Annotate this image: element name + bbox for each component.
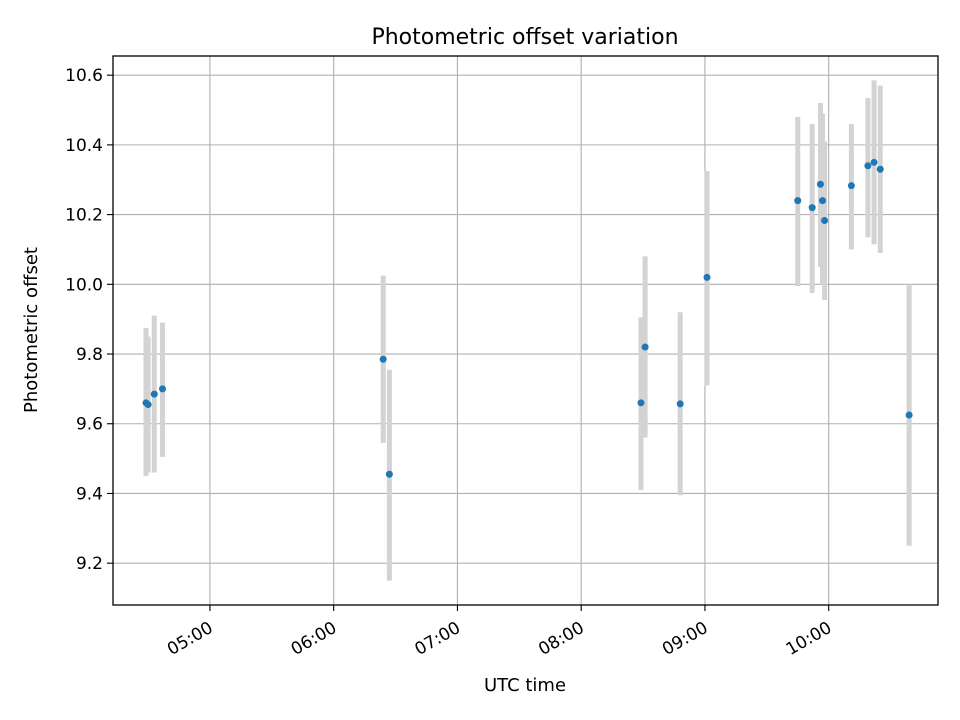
data-point (864, 162, 872, 170)
data-point (159, 385, 166, 393)
data-point (703, 273, 711, 281)
chart-title: Photometric offset variation (371, 25, 678, 50)
data-point (637, 399, 645, 407)
data-point (641, 343, 649, 351)
y-tick-label: 9.4 (76, 484, 103, 504)
plot-area-background (113, 56, 938, 605)
y-tick-label: 10.6 (65, 66, 103, 86)
data-point (385, 470, 393, 478)
data-point (905, 411, 913, 419)
data-point (847, 182, 855, 190)
data-point (379, 355, 387, 363)
y-axis-label: Photometric offset (21, 247, 42, 413)
data-point (819, 197, 826, 205)
data-point (808, 204, 816, 212)
y-axis-ticks: 9.2 9.4 9.6 9.8 10.0 10.2 10.4 10.6 (65, 66, 113, 574)
data-point (870, 158, 878, 166)
y-tick-label: 9.2 (76, 554, 103, 574)
y-tick-label: 10.4 (65, 136, 103, 156)
data-point (676, 400, 684, 408)
y-tick-label: 9.8 (76, 345, 103, 365)
data-points (142, 158, 913, 478)
data-point (816, 180, 824, 188)
data-point (876, 165, 884, 173)
data-point (794, 197, 802, 205)
y-tick-label: 10.0 (65, 275, 103, 295)
data-point (150, 390, 158, 398)
data-point (821, 217, 829, 225)
plot-frame (112, 55, 939, 606)
x-axis-label: UTC time (484, 675, 566, 696)
y-tick-label: 10.2 (65, 206, 103, 226)
grid (113, 56, 938, 605)
data-point (144, 401, 152, 409)
y-tick-label: 9.6 (76, 415, 103, 435)
